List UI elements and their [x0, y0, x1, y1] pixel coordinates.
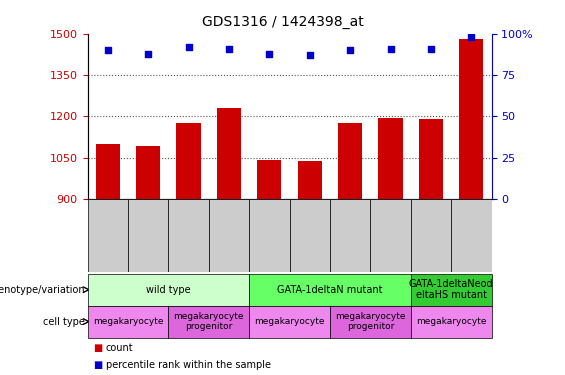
Text: cell type: cell type [43, 316, 85, 327]
Point [184, 44, 193, 50]
Point [144, 51, 153, 57]
Text: percentile rank within the sample: percentile rank within the sample [106, 360, 271, 370]
Text: GATA-1deltaN mutant: GATA-1deltaN mutant [277, 285, 383, 295]
Bar [95, 144, 120, 199]
Bar [419, 119, 443, 199]
Bar [136, 147, 160, 199]
Point [427, 46, 436, 52]
Bar [379, 118, 403, 199]
Bar [257, 160, 281, 199]
Text: wild type: wild type [146, 285, 190, 295]
Text: megakaryocyte: megakaryocyte [93, 317, 163, 326]
Point [265, 51, 274, 57]
Bar [176, 123, 201, 199]
Text: ■: ■ [93, 343, 102, 353]
Text: genotype/variation: genotype/variation [0, 285, 85, 295]
Bar [411, 199, 451, 272]
Text: megakaryocyte: megakaryocyte [254, 317, 325, 326]
Bar [338, 123, 362, 199]
Bar [128, 199, 168, 272]
Text: GATA-1deltaNeod
eltaHS mutant: GATA-1deltaNeod eltaHS mutant [409, 279, 493, 300]
Point [386, 46, 395, 52]
Bar [209, 199, 249, 272]
Point [467, 34, 476, 40]
Bar [459, 39, 484, 199]
Text: count: count [106, 343, 133, 353]
Bar [298, 161, 322, 199]
Text: megakaryocyte
progenitor: megakaryocyte progenitor [335, 312, 406, 331]
Point [305, 52, 314, 58]
Text: ■: ■ [93, 360, 102, 370]
Text: GDS1316 / 1424398_at: GDS1316 / 1424398_at [202, 15, 363, 29]
Bar [290, 199, 330, 272]
Text: megakaryocyte: megakaryocyte [416, 317, 486, 326]
Bar [330, 199, 371, 272]
Point [103, 47, 112, 53]
Bar [168, 199, 209, 272]
Bar [451, 199, 492, 272]
Bar [371, 199, 411, 272]
Bar [249, 199, 289, 272]
Point [346, 47, 355, 53]
Bar [88, 199, 128, 272]
Bar [217, 108, 241, 199]
Text: megakaryocyte
progenitor: megakaryocyte progenitor [173, 312, 244, 331]
Point [224, 46, 233, 52]
